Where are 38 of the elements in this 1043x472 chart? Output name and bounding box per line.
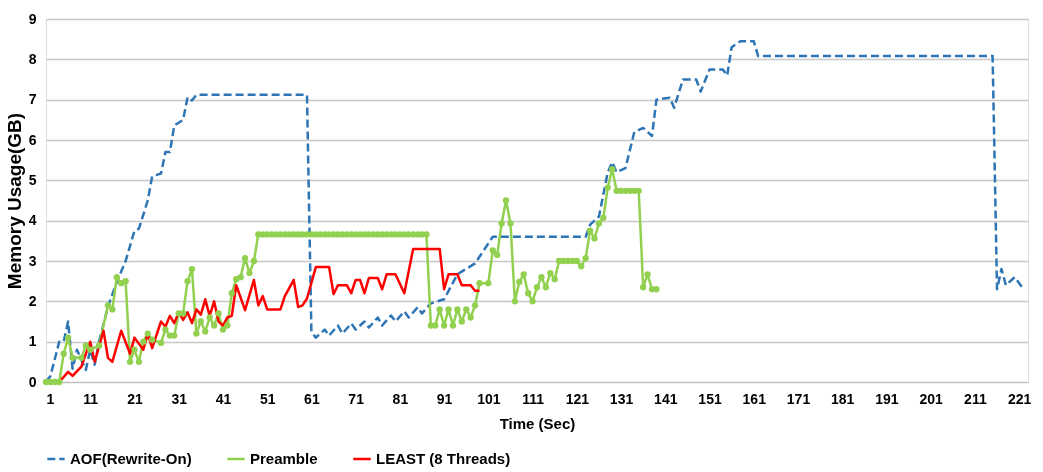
y-tick-label: 8 bbox=[28, 50, 37, 67]
x-tick-label: 201 bbox=[919, 390, 944, 407]
y-tick-label: 3 bbox=[28, 252, 37, 269]
x-tick-label: 171 bbox=[786, 390, 811, 407]
y-tick-label: 2 bbox=[28, 292, 37, 309]
x-tick-label: 151 bbox=[698, 390, 722, 407]
x-tick-label: 91 bbox=[436, 390, 453, 407]
legend-label: Preamble bbox=[250, 450, 318, 467]
x-tick-label: 131 bbox=[609, 390, 634, 407]
y-axis-title: Memory Usage(GB) bbox=[3, 112, 25, 290]
y-tick-label: 5 bbox=[28, 171, 37, 188]
x-tick-label: 121 bbox=[565, 390, 590, 407]
y-tick-label: 6 bbox=[28, 131, 37, 148]
x-tick-label: 81 bbox=[392, 390, 409, 407]
x-tick-label: 41 bbox=[215, 390, 232, 407]
x-tick-label: 191 bbox=[875, 390, 899, 407]
y-tick-label: 1 bbox=[28, 333, 37, 350]
legend-label: LEAST (8 Threads) bbox=[376, 450, 511, 467]
y-tick-label: 4 bbox=[28, 212, 37, 229]
x-tick-label: 161 bbox=[742, 390, 767, 407]
x-tick-label: 221 bbox=[1007, 390, 1032, 407]
y-tick-label: 0 bbox=[28, 373, 37, 390]
x-tick-label: 71 bbox=[348, 390, 365, 407]
x-tick-label: 21 bbox=[127, 390, 143, 407]
x-tick-label: 31 bbox=[171, 390, 188, 407]
x-tick-label: 51 bbox=[259, 390, 276, 407]
y-tick-label: 7 bbox=[28, 91, 37, 108]
x-tick-label: 141 bbox=[654, 390, 678, 407]
x-tick-label: 211 bbox=[964, 390, 987, 407]
x-tick-label: 1 bbox=[46, 390, 55, 407]
x-tick-label: 181 bbox=[831, 390, 855, 407]
x-tick-label: 61 bbox=[304, 390, 320, 407]
x-tick-label: 101 bbox=[477, 390, 501, 407]
x-tick-label: 111 bbox=[522, 390, 545, 407]
y-tick-label: 9 bbox=[28, 10, 37, 27]
x-tick-label: 11 bbox=[83, 390, 99, 407]
x-axis-title: Time (Sec) bbox=[499, 414, 576, 432]
legend-label: AOF(Rewrite-On) bbox=[70, 450, 192, 467]
